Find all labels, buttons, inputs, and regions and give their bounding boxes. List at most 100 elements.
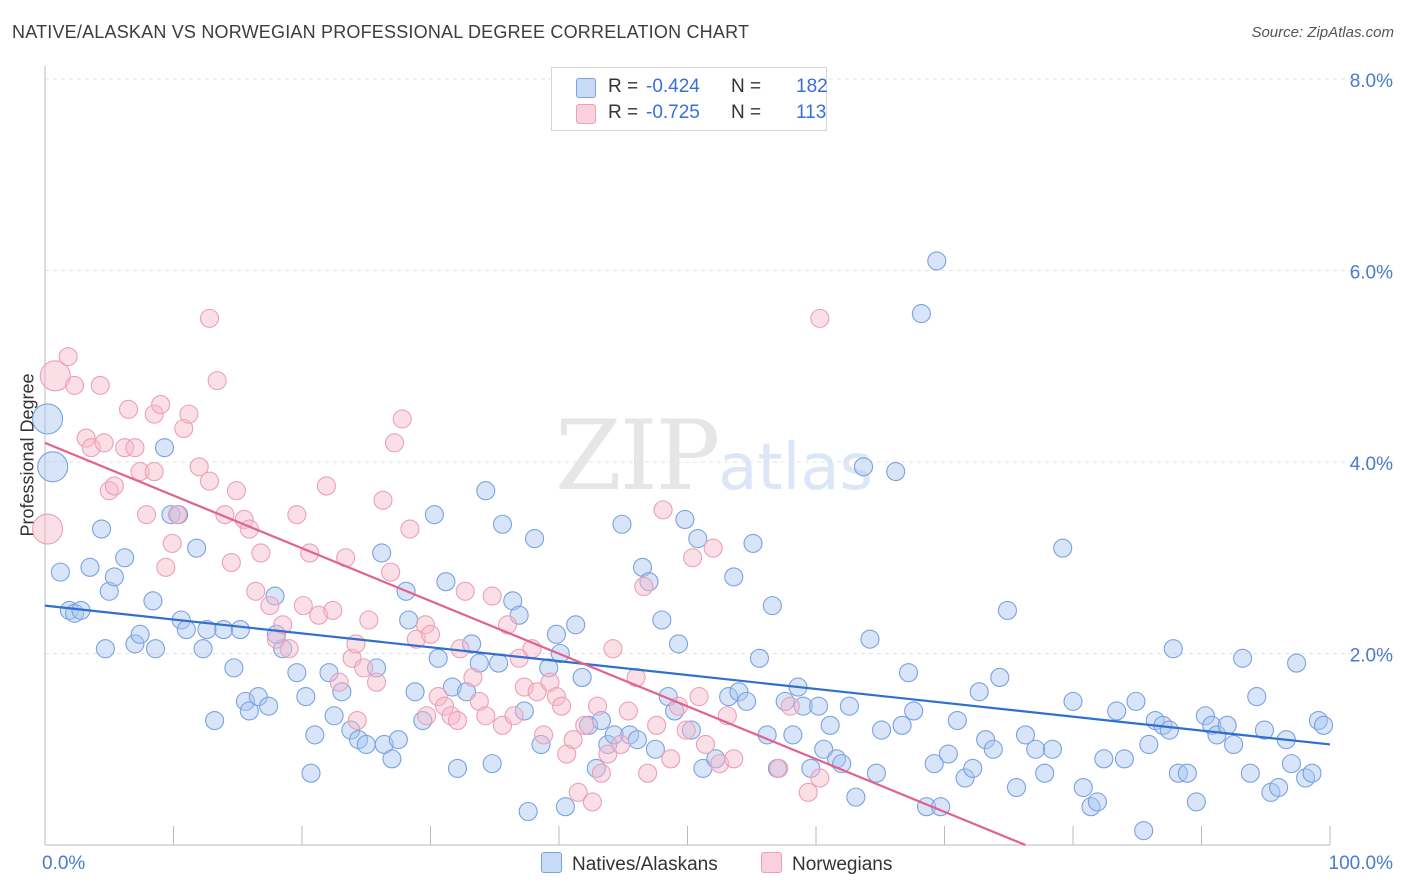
data-point [392, 409, 412, 429]
data-point [125, 438, 145, 458]
data-point [963, 758, 983, 778]
x-tick-label: 100.0% [1329, 853, 1394, 874]
series-norwegians-points [32, 308, 830, 812]
data-point [695, 734, 716, 755]
data-point [417, 706, 437, 726]
data-point [892, 715, 912, 735]
data-point [273, 639, 293, 659]
data-point [514, 701, 534, 721]
data-point [969, 682, 989, 702]
data-point [99, 581, 119, 601]
data-point [115, 548, 135, 568]
data-point [187, 538, 207, 558]
data-point [539, 658, 559, 678]
data-point [384, 433, 405, 453]
data-point [32, 403, 64, 435]
data-point [406, 629, 426, 649]
data-point [1063, 691, 1083, 711]
data-point [503, 591, 523, 611]
data-point [1134, 821, 1154, 841]
data-point [372, 543, 392, 563]
tick-labels: 2.0% 4.0% 6.0% 8.0% 0.0% 100.0% [42, 71, 1393, 874]
data-point [76, 428, 96, 448]
data-point [287, 663, 307, 683]
data-point [632, 557, 653, 577]
watermark-zip: ZIP [555, 400, 720, 512]
data-point [997, 600, 1018, 620]
data-point [676, 720, 696, 740]
data-point [221, 552, 241, 573]
data-point [525, 529, 545, 549]
data-point [683, 548, 703, 568]
data-point [359, 610, 379, 630]
data-point [189, 457, 209, 477]
data-point [1314, 715, 1334, 735]
data-point [638, 763, 658, 783]
data-point [366, 672, 387, 692]
regression-lines [44, 441, 1331, 847]
bottom-legend-swatch-natives [541, 852, 562, 873]
data-point [179, 404, 199, 424]
data-point [248, 687, 268, 707]
data-point [469, 653, 489, 673]
data-point [1035, 763, 1055, 783]
data-point [990, 667, 1010, 687]
data-point [1139, 734, 1159, 755]
data-point [1281, 754, 1301, 774]
data-point [90, 375, 110, 395]
data-point [239, 701, 259, 721]
data-point [504, 706, 524, 726]
data-point [32, 513, 64, 545]
data-point [783, 725, 803, 745]
data-point [603, 639, 623, 659]
data-point [151, 394, 171, 415]
data-point [898, 663, 919, 683]
data-point [809, 696, 829, 716]
data-point [80, 557, 100, 577]
data-point [476, 706, 496, 726]
data-point [647, 715, 667, 735]
data-point [1287, 653, 1307, 673]
data-point [1073, 777, 1093, 798]
data-point [309, 605, 329, 625]
data-point [769, 758, 789, 778]
data-point [514, 677, 534, 697]
data-point [323, 600, 343, 620]
data-point [703, 538, 723, 558]
bottom-legend-label-norwegians: Norwegians [792, 854, 893, 875]
data-point [489, 653, 509, 673]
data-point [174, 418, 194, 439]
data-point [447, 710, 468, 731]
data-point [1202, 715, 1222, 735]
data-point [259, 696, 279, 716]
data-point [729, 682, 749, 702]
data-point [810, 768, 830, 788]
y-tick-label: 6.0% [1350, 263, 1393, 284]
data-point [568, 782, 588, 802]
data-point [724, 567, 744, 587]
data-point [924, 754, 944, 774]
data-point [154, 438, 175, 458]
data-point [557, 744, 577, 764]
data-point [400, 519, 420, 539]
data-point [780, 696, 800, 716]
bottom-legend-label-natives: Natives/Alaskans [572, 854, 718, 875]
data-point [540, 672, 560, 692]
data-point [820, 715, 840, 735]
data-point [1163, 639, 1183, 659]
data-point [681, 720, 701, 740]
legend-n-value-natives: 182 [796, 76, 828, 97]
data-point [1177, 763, 1197, 783]
data-point [1042, 739, 1062, 759]
data-point [1207, 725, 1227, 745]
data-point [125, 634, 145, 654]
data-point [329, 672, 349, 692]
data-point [456, 682, 477, 702]
data-point [462, 634, 482, 654]
data-point [382, 749, 402, 769]
regression-line-natives [44, 604, 1331, 746]
data-point [104, 476, 124, 496]
data-point [719, 687, 739, 707]
y-tick-label: 8.0% [1350, 71, 1393, 92]
